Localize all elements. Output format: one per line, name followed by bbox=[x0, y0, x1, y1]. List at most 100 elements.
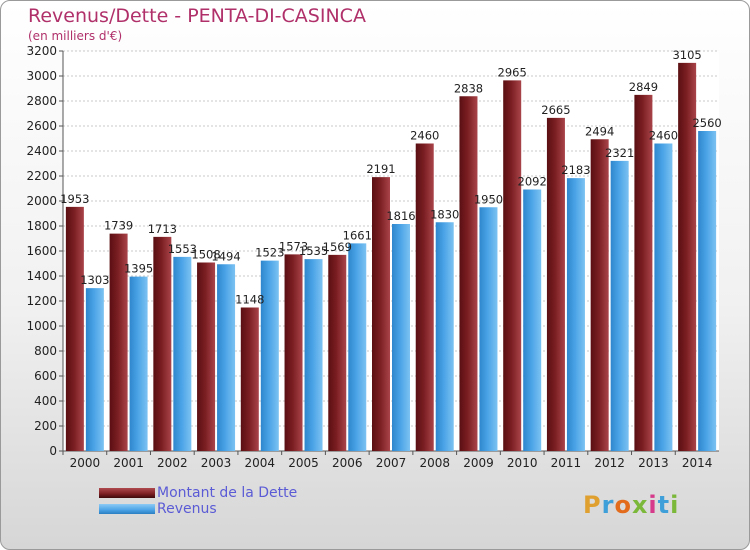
x-tick-label: 2014 bbox=[682, 456, 713, 470]
data-label-revenue: 2321 bbox=[605, 146, 634, 160]
y-tick-label: 2200 bbox=[26, 169, 57, 183]
bar-revenue bbox=[304, 259, 323, 451]
data-label-debt: 2191 bbox=[366, 162, 395, 176]
x-tick-label: 2010 bbox=[507, 456, 538, 470]
data-label-debt: 1953 bbox=[60, 192, 89, 206]
data-label-debt: 2838 bbox=[454, 81, 483, 95]
bar-debt bbox=[328, 254, 347, 451]
bar-revenue bbox=[260, 260, 279, 451]
data-label-revenue: 1535 bbox=[299, 244, 328, 258]
bar-debt bbox=[372, 177, 390, 451]
data-label-revenue: 2092 bbox=[518, 175, 547, 189]
data-label-revenue: 2460 bbox=[649, 129, 678, 143]
y-tick-label: 2800 bbox=[26, 94, 57, 108]
x-tick-label: 2003 bbox=[201, 456, 232, 470]
y-tick-label: 0 bbox=[49, 444, 57, 458]
bar-revenue bbox=[173, 256, 192, 451]
bar-revenue bbox=[348, 243, 367, 451]
bar-debt bbox=[240, 307, 259, 451]
y-tick-label: 1400 bbox=[26, 269, 57, 283]
bar-debt bbox=[678, 62, 697, 451]
data-label-debt: 2665 bbox=[541, 103, 570, 117]
bar-revenue bbox=[129, 276, 148, 451]
bar-debt bbox=[634, 94, 653, 451]
data-label-revenue: 1830 bbox=[430, 207, 459, 221]
y-tick-label: 2000 bbox=[26, 194, 57, 208]
logo-letter: P bbox=[583, 491, 602, 519]
x-tick-label: 2013 bbox=[638, 456, 669, 470]
data-label-revenue: 1523 bbox=[255, 246, 284, 260]
bar-revenue bbox=[610, 160, 629, 451]
y-tick-label: 400 bbox=[34, 394, 57, 408]
bar-debt bbox=[65, 206, 84, 451]
x-tick-label: 2001 bbox=[113, 456, 144, 470]
bar-debt bbox=[197, 262, 216, 451]
y-tick-label: 600 bbox=[34, 369, 57, 383]
x-tick-label: 2012 bbox=[594, 456, 625, 470]
data-label-debt: 2494 bbox=[585, 124, 614, 138]
x-tick-label: 2009 bbox=[463, 456, 494, 470]
legend-item-debt: Montant de la Dette bbox=[99, 485, 297, 501]
logo-letter: x bbox=[631, 491, 649, 519]
data-label-revenue: 1661 bbox=[343, 228, 372, 242]
data-label-revenue: 1395 bbox=[124, 262, 153, 276]
data-label-debt: 2965 bbox=[498, 65, 527, 79]
y-tick-label: 200 bbox=[34, 419, 57, 433]
data-label-revenue: 1816 bbox=[386, 209, 415, 223]
data-label-revenue: 1553 bbox=[168, 242, 197, 256]
bar-debt bbox=[546, 117, 565, 451]
x-tick-label: 2005 bbox=[288, 456, 319, 470]
legend-label-debt: Montant de la Dette bbox=[157, 485, 298, 501]
x-tick-label: 2000 bbox=[70, 456, 101, 470]
y-tick-label: 800 bbox=[34, 344, 57, 358]
data-label-debt: 1148 bbox=[235, 293, 264, 307]
logo-letter: i bbox=[648, 491, 658, 519]
x-tick-label: 2011 bbox=[551, 456, 582, 470]
x-tick-label: 2007 bbox=[376, 456, 407, 470]
data-label-debt: 1569 bbox=[323, 240, 352, 254]
y-tick-label: 3200 bbox=[26, 44, 57, 58]
x-tick-label: 2008 bbox=[419, 456, 450, 470]
bar-revenue bbox=[698, 131, 717, 451]
bar-revenue bbox=[435, 222, 454, 451]
data-label-debt: 2849 bbox=[629, 80, 658, 94]
data-label-revenue: 1303 bbox=[80, 273, 109, 287]
chart-subtitle: (en milliers d'€) bbox=[28, 29, 123, 43]
bar-revenue bbox=[479, 207, 498, 451]
logo-letter: t bbox=[657, 491, 671, 519]
y-tick-label: 1200 bbox=[26, 294, 57, 308]
data-label-debt: 1713 bbox=[148, 222, 177, 236]
y-tick-label: 1800 bbox=[26, 219, 57, 233]
proxiti-logo: Proxiti bbox=[583, 491, 679, 519]
legend-label-revenue: Revenus bbox=[157, 501, 217, 517]
y-tick-label: 1600 bbox=[26, 244, 57, 258]
bar-debt bbox=[459, 96, 478, 451]
legend-swatch-revenue bbox=[99, 504, 155, 514]
logo-letter: r bbox=[601, 491, 615, 519]
bar-debt bbox=[109, 233, 128, 451]
legend-item-revenue: Revenus bbox=[99, 501, 297, 517]
bar-revenue bbox=[392, 224, 410, 451]
data-label-revenue: 2183 bbox=[561, 163, 590, 177]
logo-letter: o bbox=[614, 491, 632, 519]
bar-revenue bbox=[217, 264, 236, 451]
data-label-debt: 3105 bbox=[672, 48, 701, 62]
legend-swatch-debt bbox=[99, 488, 155, 498]
data-label-debt: 1739 bbox=[104, 219, 133, 233]
bar-debt bbox=[590, 139, 609, 451]
logo-letter: i bbox=[670, 491, 680, 519]
bar-debt bbox=[284, 254, 303, 451]
bar-revenue bbox=[523, 189, 542, 451]
data-label-revenue: 2560 bbox=[692, 116, 721, 130]
chart-title: Revenus/Dette - PENTA-DI-CASINCA bbox=[28, 5, 366, 27]
bar-debt bbox=[503, 80, 522, 451]
data-label-debt: 1508 bbox=[191, 248, 220, 262]
x-tick-label: 2002 bbox=[157, 456, 188, 470]
bar-revenue bbox=[566, 178, 585, 451]
data-label-revenue: 1494 bbox=[211, 249, 240, 263]
legend: Montant de la Dette Revenus bbox=[99, 485, 297, 517]
bar-revenue bbox=[654, 143, 673, 451]
bar-debt bbox=[415, 143, 434, 451]
y-tick-label: 2400 bbox=[26, 144, 57, 158]
